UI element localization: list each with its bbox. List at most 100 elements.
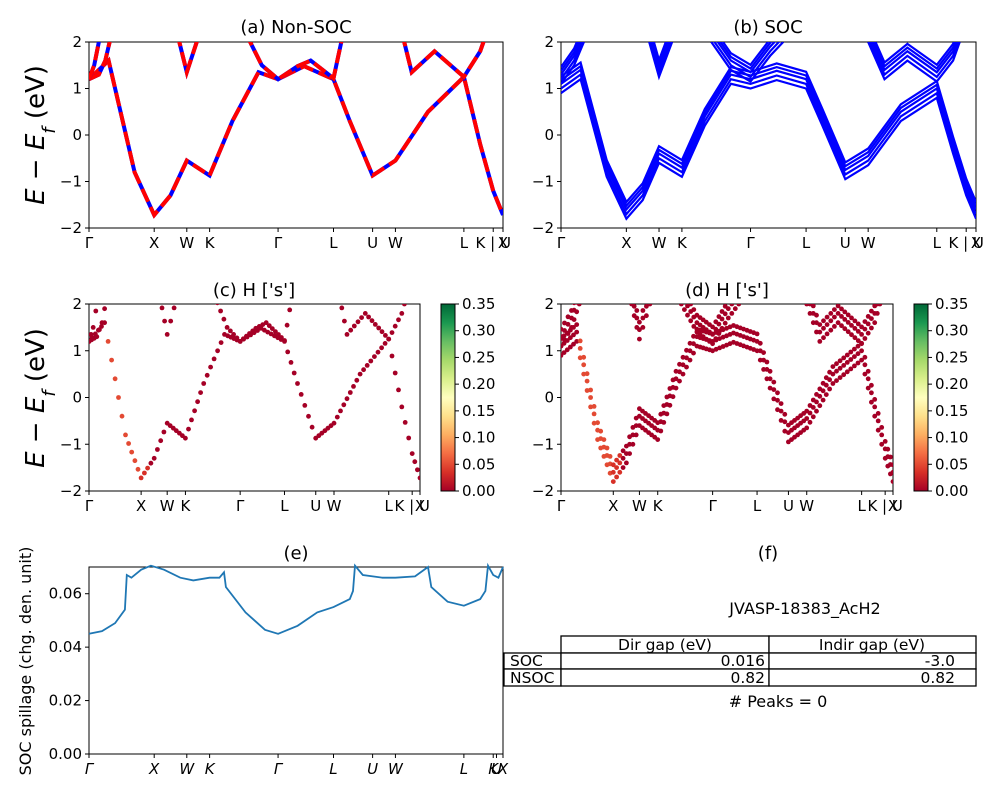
y-tick-label-c-0: −2 [60, 482, 82, 500]
x-tick-label-c-0: Γ [85, 497, 94, 515]
scatter-point-d-305 [890, 462, 893, 468]
scatter-point-d-422 [862, 336, 868, 341]
scatter-point-d-457 [824, 314, 830, 320]
scatter-point-c-115 [157, 292, 162, 297]
scatter-point-d-122 [624, 451, 629, 456]
band-line-b-0-0 [561, 77, 976, 221]
scatter-point-c-34 [195, 399, 201, 405]
scatter-point-c-41 [218, 340, 224, 345]
band-line-b-4-3 [872, 42, 957, 71]
scatter-point-d-289 [837, 358, 843, 364]
y-tick-label-b-4: 2 [544, 33, 554, 51]
scatter-point-d-303 [885, 446, 891, 452]
table-row-nsoc-indir: 0.82 [920, 669, 955, 687]
scatter-point-d-326 [577, 285, 582, 290]
scatter-point-d-106 [571, 332, 576, 338]
scatter-point-c-109 [105, 292, 110, 297]
x-tick-label-a-10: X [498, 234, 508, 252]
scatter-point-d-140 [680, 362, 686, 368]
scatter-point-d-218 [604, 445, 610, 451]
band-line-b-1-0 [561, 42, 585, 85]
x-tick-label-c-6: U [310, 497, 321, 515]
scatter-point-c-169 [405, 292, 410, 297]
scatter-point-d-62 [761, 367, 766, 372]
x-tick-label-b-9: K | U [948, 234, 983, 252]
scatter-point-c-12 [126, 441, 131, 446]
scatter-point-d-415 [839, 323, 844, 329]
x-tick-label-e-10: U [491, 760, 502, 778]
x-tick-label-d-0: Γ [557, 497, 566, 515]
scatter-point-d-339 [644, 304, 649, 309]
band-line-dashed-a-1 [89, 42, 112, 82]
scatter-point-c-150 [342, 318, 347, 324]
scatter-point-d-298 [869, 382, 874, 388]
colorbar-tick-label-c-2: 0.10 [462, 429, 495, 447]
band-line-b-2-1 [649, 42, 672, 76]
panel-f-gap-table: (f) JVASP-18383_AcH2 Dir gap (eV) Indir … [503, 543, 977, 711]
band-line-b-4-1 [869, 42, 960, 79]
y-tick-label-b-3: 1 [544, 80, 554, 98]
y-tick-label-c-4: 2 [72, 295, 82, 313]
x-tick-label-a-7: W [388, 234, 403, 252]
x-tick-label-d-10: X [888, 497, 898, 515]
scatter-point-d-67 [778, 418, 784, 423]
band-line-b-0-1 [561, 72, 976, 217]
scatter-point-d-419 [852, 335, 858, 341]
scatter-point-d-101 [890, 479, 893, 484]
band-line-b-4-0 [867, 42, 961, 84]
scatter-point-d-460 [835, 304, 841, 309]
scatter-point-d-464 [849, 315, 854, 321]
y-tick-label-d-3: 1 [544, 342, 554, 360]
scatter-point-d-3 [568, 344, 573, 350]
scatter-point-d-383 [729, 304, 735, 307]
scatter-point-d-109 [581, 362, 587, 368]
scatter-point-d-358 [710, 341, 715, 347]
scatter-point-c-19 [148, 460, 154, 466]
scatter-point-c-79 [344, 396, 350, 402]
scatter-point-d-242 [680, 354, 686, 360]
scatter-point-d-188 [841, 363, 847, 368]
scatter-point-d-1 [561, 350, 567, 355]
x-tick-label-e-9: K [488, 760, 499, 778]
band-line-b-1-2 [561, 42, 582, 76]
scatter-point-c-82 [354, 377, 360, 383]
x-tick-label-d-3: K [653, 497, 664, 515]
scatter-point-c-132 [244, 333, 249, 339]
x-tick-label-c-2: W [160, 497, 175, 515]
colorbar-tick-label-d-5: 0.25 [935, 348, 968, 366]
scatter-point-d-458 [828, 311, 834, 316]
scatter-point-c-126 [224, 325, 230, 330]
scatter-point-d-237 [664, 394, 670, 400]
scatter-point-d-287 [830, 364, 836, 369]
scatter-point-d-390 [691, 307, 697, 312]
scatter-point-d-284 [820, 380, 826, 386]
scatter-point-c-65 [298, 392, 304, 397]
scatter-point-c-127 [228, 328, 233, 334]
y-tick-label-d-1: −1 [532, 435, 554, 453]
scatter-point-d-421 [859, 341, 864, 347]
scatter-point-c-112 [90, 325, 96, 330]
scatter-point-d-338 [640, 315, 646, 321]
scatter-point-d-442 [852, 326, 858, 331]
x-tick-label-c-8: L [385, 497, 394, 515]
y-tick-label-d-2: 0 [544, 389, 554, 407]
scatter-point-d-453 [810, 304, 816, 309]
colorbar-tick-label-d-0: 0.00 [935, 482, 968, 500]
scatter-point-c-107 [99, 320, 105, 326]
scatter-point-d-367 [679, 292, 684, 297]
scatter-point-c-158 [369, 318, 375, 324]
scatter-point-d-272 [782, 411, 788, 417]
scatter-point-c-66 [302, 403, 308, 408]
scatter-point-d-212 [584, 371, 590, 377]
x-tick-label-b-5: L [802, 234, 811, 252]
scatter-point-d-285 [823, 375, 829, 381]
scatter-point-c-78 [341, 402, 347, 408]
colorbar-tick-label-c-7: 0.35 [462, 295, 495, 313]
axes-frame-a [88, 41, 504, 229]
y-tick-label-a-3: 1 [72, 80, 82, 98]
scatter-point-c-76 [334, 414, 340, 420]
colorbar-d [913, 303, 929, 492]
scatter-point-c-89 [379, 345, 384, 351]
